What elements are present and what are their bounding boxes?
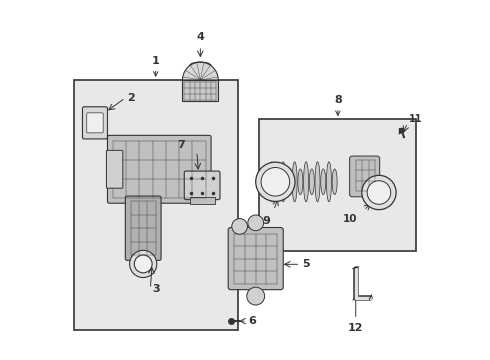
Text: 6: 6 — [248, 316, 256, 326]
Text: 4: 4 — [196, 32, 204, 42]
Ellipse shape — [298, 169, 303, 195]
Text: 3: 3 — [152, 284, 160, 294]
Ellipse shape — [304, 162, 309, 202]
Text: 12: 12 — [348, 323, 364, 333]
Ellipse shape — [332, 169, 337, 195]
Circle shape — [367, 181, 391, 204]
Ellipse shape — [321, 169, 326, 195]
Bar — [259, 119, 416, 251]
Text: 11: 11 — [409, 114, 423, 124]
FancyBboxPatch shape — [228, 228, 283, 290]
Circle shape — [362, 175, 396, 210]
Text: 9: 9 — [263, 216, 270, 226]
Text: 1: 1 — [152, 56, 160, 76]
FancyBboxPatch shape — [106, 150, 123, 188]
Circle shape — [232, 219, 247, 234]
Text: 5: 5 — [302, 259, 310, 269]
Bar — [190, 197, 215, 204]
Wedge shape — [182, 62, 218, 80]
FancyBboxPatch shape — [125, 196, 161, 260]
Ellipse shape — [287, 169, 292, 195]
Text: 8: 8 — [334, 95, 342, 116]
FancyBboxPatch shape — [87, 113, 103, 133]
Ellipse shape — [270, 162, 274, 202]
Circle shape — [247, 287, 265, 305]
Circle shape — [261, 167, 290, 196]
Ellipse shape — [292, 162, 297, 202]
Text: 2: 2 — [127, 93, 135, 103]
FancyBboxPatch shape — [107, 135, 211, 203]
Ellipse shape — [275, 169, 280, 195]
Ellipse shape — [326, 162, 331, 202]
FancyBboxPatch shape — [184, 171, 220, 200]
FancyBboxPatch shape — [350, 156, 380, 197]
FancyBboxPatch shape — [82, 107, 107, 139]
Circle shape — [130, 250, 157, 278]
Circle shape — [134, 255, 152, 273]
Bar — [182, 80, 218, 102]
Ellipse shape — [315, 162, 320, 202]
Ellipse shape — [281, 162, 286, 202]
Circle shape — [256, 162, 295, 202]
Bar — [74, 80, 238, 330]
Ellipse shape — [309, 169, 314, 195]
Text: 10: 10 — [343, 214, 358, 224]
Text: 7: 7 — [177, 140, 185, 150]
Circle shape — [248, 215, 264, 231]
